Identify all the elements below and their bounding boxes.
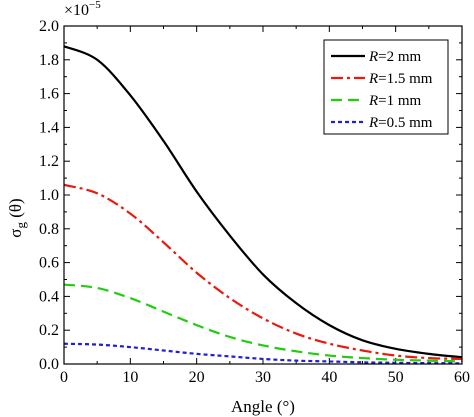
y-tick-label: 1.0	[39, 187, 59, 204]
legend-label-value: =1 mm	[378, 93, 421, 109]
x-tick-label: 50	[388, 369, 404, 386]
x-tick-label: 30	[255, 369, 271, 386]
series-line-2	[64, 183, 462, 361]
legend-label-symbol: R	[368, 115, 378, 131]
y-tick-label: 0.6	[39, 255, 59, 272]
y-tick-label: 1.8	[39, 52, 59, 69]
y-tick-label: 1.2	[39, 153, 59, 170]
series-line-1	[64, 45, 462, 359]
legend-label-1: R=2 mm	[368, 49, 422, 65]
legend-label-value: =0.5 mm	[378, 115, 433, 131]
y-axis-title: σg (θ)	[6, 198, 28, 237]
legend-entries: R=2 mmR=1.5 mmR=1 mmR=0.5 mm	[331, 49, 433, 131]
y-multiplier-base: ×10	[64, 2, 89, 19]
legend-label-symbol: R	[368, 49, 378, 65]
y-axis-title-tail: (θ)	[6, 198, 25, 222]
legend-label-symbol: R	[368, 93, 378, 109]
y-tick-label: 0.0	[39, 356, 59, 373]
x-tick-label: 60	[454, 369, 470, 386]
legend-label-4: R=0.5 mm	[368, 115, 433, 131]
legend: R=2 mmR=1.5 mmR=1 mmR=0.5 mm	[323, 39, 449, 135]
y-axis-title-subscript: g	[13, 222, 28, 229]
series-lines	[64, 45, 462, 364]
y-axis-title-main: σ	[6, 229, 25, 238]
y-multiplier-exponent: −5	[89, 0, 101, 11]
y-multiplier-label: ×10−5	[64, 0, 101, 19]
series-line-3	[64, 283, 462, 363]
legend-label-symbol: R	[368, 71, 378, 87]
y-tick-label: 2.0	[39, 18, 59, 35]
x-tick-label: 0	[60, 369, 68, 386]
series-line-4	[64, 342, 462, 364]
y-tick-label: 0.4	[39, 288, 59, 305]
legend-label-2: R=1.5 mm	[368, 71, 433, 87]
axis-tick-labels: 0 10 20 30 40 50 60 0.0 0.2 0.4 0.6 0.8 1.0 1.2 1.4 1.6…	[39, 18, 470, 386]
y-tick-label: 0.8	[39, 221, 59, 238]
y-tick-label: 0.2	[39, 322, 59, 339]
x-tick-label: 20	[189, 369, 205, 386]
y-tick-label: 1.4	[39, 119, 59, 136]
x-tick-label: 10	[122, 369, 138, 386]
y-tick-label: 1.6	[39, 86, 59, 103]
x-tick-label: 40	[321, 369, 337, 386]
legend-label-3: R=1 mm	[368, 93, 422, 109]
x-axis-title: Angle (°)	[231, 397, 295, 416]
legend-label-value: =1.5 mm	[378, 71, 433, 87]
legend-label-value: =2 mm	[378, 49, 421, 65]
plot-frame	[63, 25, 463, 365]
